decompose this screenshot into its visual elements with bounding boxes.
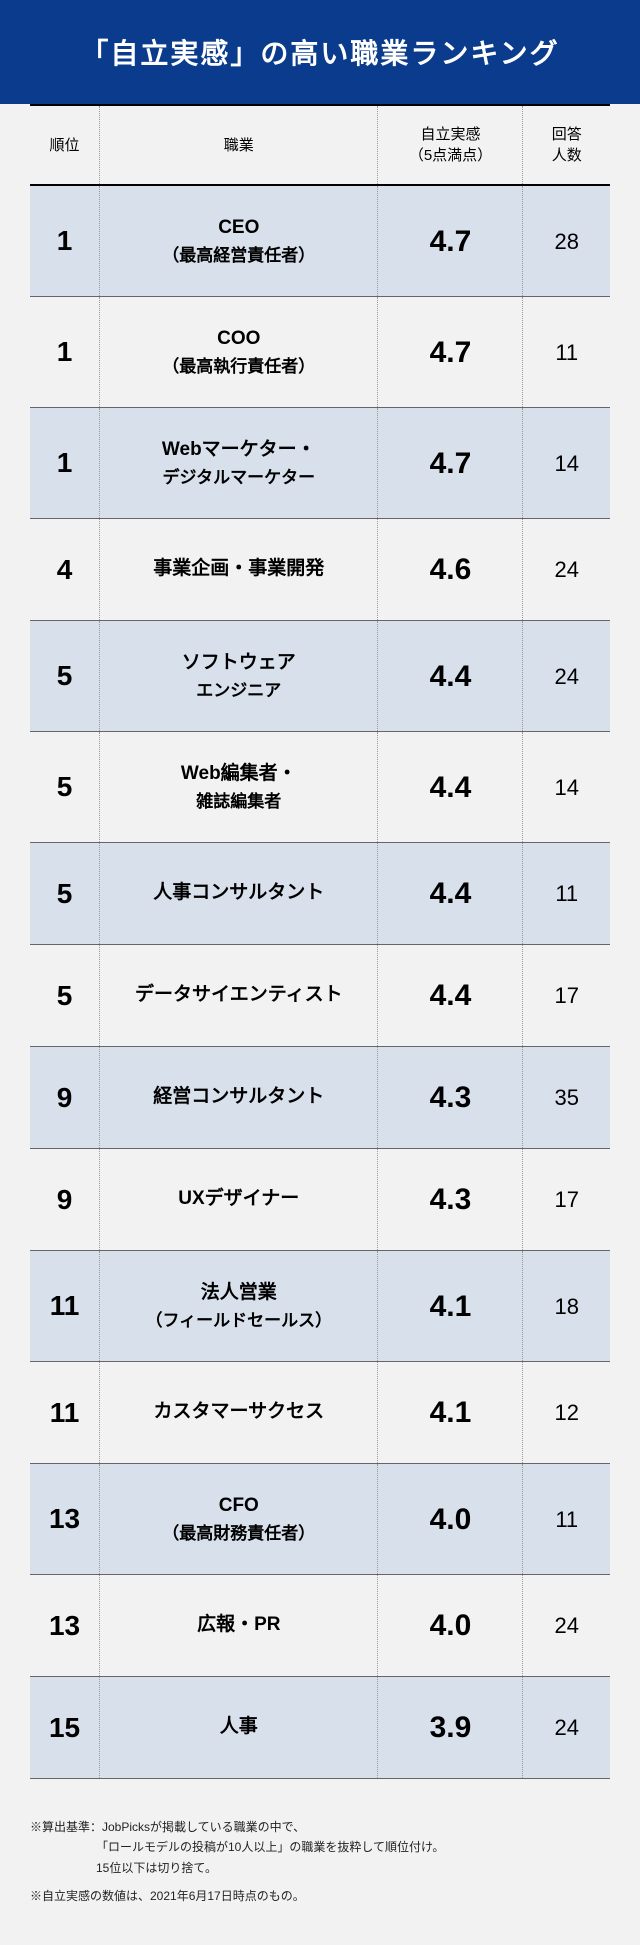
cell-score: 4.3 bbox=[378, 1047, 523, 1149]
table-row: 1Webマーケター・デジタルマーケター4.714 bbox=[30, 408, 610, 519]
cell-rank: 5 bbox=[30, 945, 100, 1047]
table-row: 4事業企画・事業開発4.624 bbox=[30, 519, 610, 621]
cell-rank: 11 bbox=[30, 1362, 100, 1464]
cell-rank: 1 bbox=[30, 408, 100, 519]
cell-rank: 9 bbox=[30, 1047, 100, 1149]
table-row: 13広報・PR4.024 bbox=[30, 1575, 610, 1677]
cell-rank: 4 bbox=[30, 519, 100, 621]
ranking-table-container: 順位 職業 自立実感（5点満点） 回答人数 1CEO（最高経営責任者）4.728… bbox=[0, 104, 640, 1799]
cell-score: 4.6 bbox=[378, 519, 523, 621]
cell-score: 4.7 bbox=[378, 297, 523, 408]
footnote-1: ※算出基準：JobPicksが掲載している職業の中で、 「ロールモデルの投稿が1… bbox=[30, 1817, 610, 1878]
cell-count: 11 bbox=[523, 297, 610, 408]
cell-count: 24 bbox=[523, 1575, 610, 1677]
cell-job: 人事コンサルタント bbox=[100, 843, 378, 945]
cell-rank: 15 bbox=[30, 1677, 100, 1779]
footnotes: ※算出基準：JobPicksが掲載している職業の中で、 「ロールモデルの投稿が1… bbox=[0, 1799, 640, 1945]
cell-rank: 1 bbox=[30, 297, 100, 408]
cell-job: 広報・PR bbox=[100, 1575, 378, 1677]
cell-count: 17 bbox=[523, 945, 610, 1047]
cell-count: 35 bbox=[523, 1047, 610, 1149]
cell-job: 法人営業（フィールドセールス） bbox=[100, 1251, 378, 1362]
cell-job: 人事 bbox=[100, 1677, 378, 1779]
table-row: 5Web編集者・雑誌編集者4.414 bbox=[30, 732, 610, 843]
cell-rank: 13 bbox=[30, 1575, 100, 1677]
cell-rank: 1 bbox=[30, 185, 100, 297]
cell-job: Webマーケター・デジタルマーケター bbox=[100, 408, 378, 519]
cell-count: 12 bbox=[523, 1362, 610, 1464]
col-score: 自立実感（5点満点） bbox=[378, 105, 523, 185]
table-row: 5ソフトウェアエンジニア4.424 bbox=[30, 621, 610, 732]
cell-score: 4.7 bbox=[378, 408, 523, 519]
cell-score: 3.9 bbox=[378, 1677, 523, 1779]
cell-job: 事業企画・事業開発 bbox=[100, 519, 378, 621]
cell-rank: 9 bbox=[30, 1149, 100, 1251]
table-row: 1COO（最高執行責任者）4.711 bbox=[30, 297, 610, 408]
cell-count: 14 bbox=[523, 408, 610, 519]
page-title: 「自立実感」の高い職業ランキング bbox=[0, 0, 640, 104]
cell-score: 4.7 bbox=[378, 185, 523, 297]
ranking-table: 順位 職業 自立実感（5点満点） 回答人数 1CEO（最高経営責任者）4.728… bbox=[30, 104, 610, 1779]
table-row: 9UXデザイナー4.317 bbox=[30, 1149, 610, 1251]
table-row: 11カスタマーサクセス4.112 bbox=[30, 1362, 610, 1464]
col-rank: 順位 bbox=[30, 105, 100, 185]
cell-job: CEO（最高経営責任者） bbox=[100, 185, 378, 297]
cell-score: 4.4 bbox=[378, 732, 523, 843]
cell-score: 4.3 bbox=[378, 1149, 523, 1251]
cell-job: Web編集者・雑誌編集者 bbox=[100, 732, 378, 843]
table-row: 15人事3.924 bbox=[30, 1677, 610, 1779]
footnote-2: ※自立実感の数値は、2021年6月17日時点のもの。 bbox=[30, 1886, 610, 1906]
cell-rank: 13 bbox=[30, 1464, 100, 1575]
table-body: 1CEO（最高経営責任者）4.7281COO（最高執行責任者）4.7111Web… bbox=[30, 185, 610, 1779]
cell-job: CFO（最高財務責任者） bbox=[100, 1464, 378, 1575]
cell-score: 4.1 bbox=[378, 1362, 523, 1464]
table-row: 9経営コンサルタント4.335 bbox=[30, 1047, 610, 1149]
cell-job: カスタマーサクセス bbox=[100, 1362, 378, 1464]
cell-job: ソフトウェアエンジニア bbox=[100, 621, 378, 732]
cell-rank: 5 bbox=[30, 621, 100, 732]
cell-count: 24 bbox=[523, 621, 610, 732]
cell-job: COO（最高執行責任者） bbox=[100, 297, 378, 408]
cell-rank: 5 bbox=[30, 843, 100, 945]
cell-count: 24 bbox=[523, 519, 610, 621]
cell-count: 14 bbox=[523, 732, 610, 843]
cell-rank: 5 bbox=[30, 732, 100, 843]
cell-score: 4.4 bbox=[378, 843, 523, 945]
table-row: 5人事コンサルタント4.411 bbox=[30, 843, 610, 945]
cell-score: 4.0 bbox=[378, 1464, 523, 1575]
cell-count: 11 bbox=[523, 1464, 610, 1575]
table-row: 5データサイエンティスト4.417 bbox=[30, 945, 610, 1047]
col-count: 回答人数 bbox=[523, 105, 610, 185]
cell-rank: 11 bbox=[30, 1251, 100, 1362]
cell-job: UXデザイナー bbox=[100, 1149, 378, 1251]
cell-count: 18 bbox=[523, 1251, 610, 1362]
table-row: 1CEO（最高経営責任者）4.728 bbox=[30, 185, 610, 297]
cell-job: データサイエンティスト bbox=[100, 945, 378, 1047]
col-job: 職業 bbox=[100, 105, 378, 185]
cell-score: 4.1 bbox=[378, 1251, 523, 1362]
cell-job: 経営コンサルタント bbox=[100, 1047, 378, 1149]
table-row: 13CFO（最高財務責任者）4.011 bbox=[30, 1464, 610, 1575]
cell-count: 17 bbox=[523, 1149, 610, 1251]
cell-count: 11 bbox=[523, 843, 610, 945]
cell-score: 4.4 bbox=[378, 945, 523, 1047]
table-header-row: 順位 職業 自立実感（5点満点） 回答人数 bbox=[30, 105, 610, 185]
cell-score: 4.4 bbox=[378, 621, 523, 732]
cell-score: 4.0 bbox=[378, 1575, 523, 1677]
cell-count: 28 bbox=[523, 185, 610, 297]
table-row: 11法人営業（フィールドセールス）4.118 bbox=[30, 1251, 610, 1362]
cell-count: 24 bbox=[523, 1677, 610, 1779]
